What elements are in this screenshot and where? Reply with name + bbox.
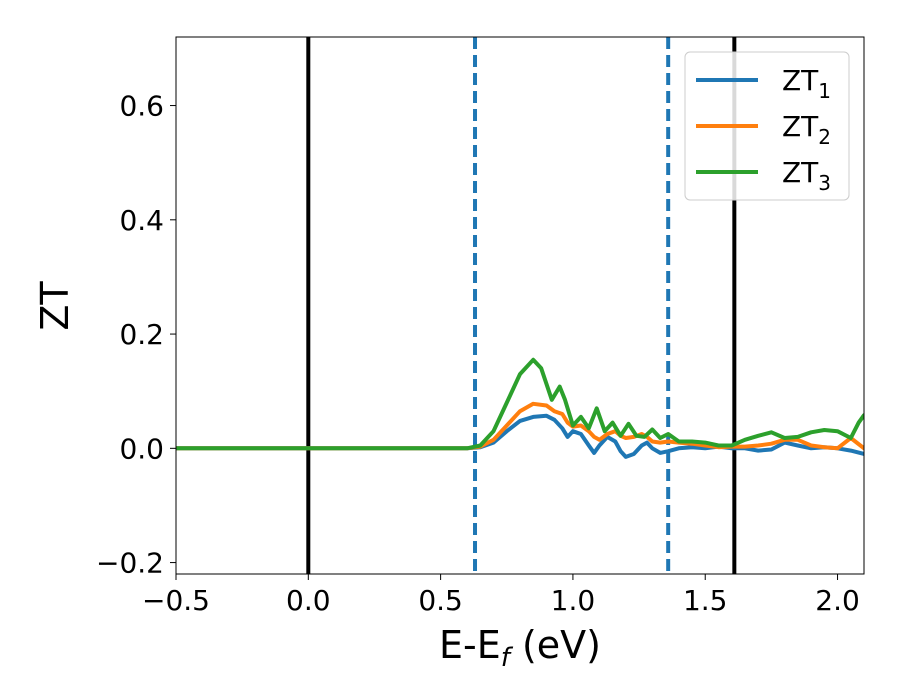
series-lines	[176, 357, 864, 459]
x-tick-label: 1.0	[551, 584, 596, 617]
legend-label-3: ZT3	[782, 156, 831, 195]
legend-box	[684, 51, 850, 201]
y-tick-label: 0.4	[119, 204, 164, 237]
x-tick-label: 0.0	[286, 584, 331, 617]
y-tick-label: 0.0	[119, 432, 164, 465]
legend-label-2: ZT2	[782, 110, 831, 149]
plot-frame	[175, 36, 865, 575]
x-axis-label: E-Ef (eV)	[439, 623, 601, 673]
legend-label-1: ZT1	[782, 64, 831, 103]
series-line-2	[176, 401, 864, 451]
y-axis-ticks: −0.2 0.0 0.2 0.4 0.6	[96, 90, 176, 580]
x-tick-label: 2.0	[815, 584, 860, 617]
series-line-3	[176, 357, 864, 451]
series-line-1	[176, 413, 864, 459]
x-axis-ticks: −0.5 0.0 0.5 1.0 1.5 2.0	[142, 574, 860, 617]
legend: ZT1 ZT2 ZT3	[684, 51, 850, 201]
y-tick-label: 0.2	[119, 318, 164, 351]
x-tick-label: 0.5	[418, 584, 463, 617]
y-tick-label: 0.6	[119, 90, 164, 123]
x-tick-label: 1.5	[683, 584, 728, 617]
x-tick-label: −0.5	[142, 584, 210, 617]
y-axis-label: ZT	[33, 281, 77, 331]
y-tick-label: −0.2	[96, 547, 164, 580]
